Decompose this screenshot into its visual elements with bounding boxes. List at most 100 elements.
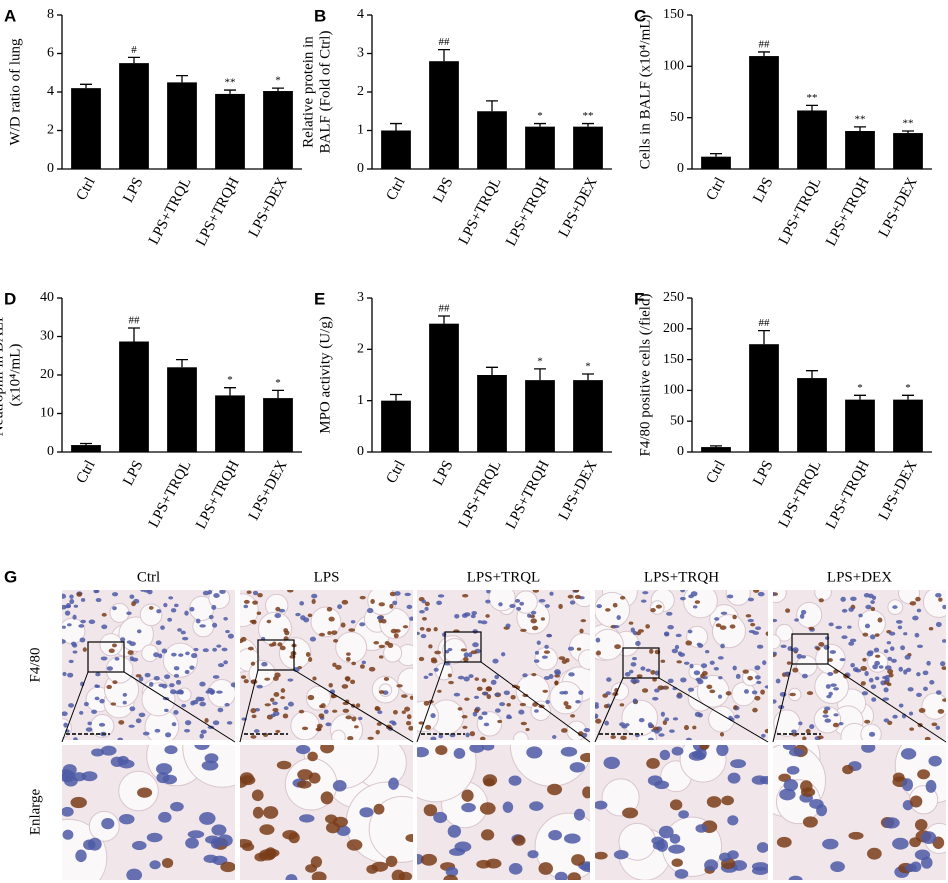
micrograph [240,745,413,880]
y-tick-label: 2 [357,342,364,357]
cell [129,594,135,599]
cell [825,636,830,640]
bar [381,400,411,452]
alveolus [162,642,198,678]
y-tick-label: 20 [40,367,54,382]
cell [660,711,666,717]
cell [689,663,694,669]
panel-letter: E [314,289,325,308]
cell [716,745,729,757]
cell [378,690,385,694]
cell [652,841,666,850]
cell [106,666,114,671]
cell [435,745,448,756]
bar [893,399,923,452]
cell [914,818,928,831]
column-label: LPS [314,569,340,585]
x-tick-label: LPS [430,458,456,488]
cell [865,604,872,610]
cell [469,731,476,737]
zoom-box [257,639,295,671]
cell [887,668,894,674]
cell [827,671,834,676]
cell [270,713,276,718]
error-bar [582,122,594,127]
cell [470,650,478,655]
cell [398,871,413,880]
cell [883,718,890,723]
error-bar [390,122,402,131]
tissue [417,590,590,740]
cell [342,708,350,713]
cell [272,707,279,712]
cell [559,691,566,695]
cell [726,594,734,599]
cell [858,613,863,618]
cell [544,604,550,608]
cell [674,644,680,650]
cell [252,600,259,605]
cell [558,603,563,610]
bar [119,63,149,169]
cell [305,651,311,658]
cell [62,604,67,610]
cell [935,690,942,695]
cell [374,706,380,711]
bar [429,323,459,452]
cell [69,599,75,605]
y-tick-label: 4 [357,7,364,22]
cell [110,702,117,706]
significance-label: ## [759,317,771,329]
y-tick-label: 1 [357,393,364,408]
error-bar [272,87,284,92]
cell [636,674,643,678]
cell [545,699,550,704]
cell [757,591,765,597]
cell [868,677,874,683]
cell [719,852,732,862]
cell [569,762,586,773]
bar [215,93,245,169]
cell [389,603,394,609]
cell [462,594,469,598]
cell [505,623,511,628]
cell [909,727,915,731]
cell [99,698,105,704]
tissue [417,745,590,880]
cell [509,604,516,608]
cell [312,676,317,681]
cell [259,824,275,835]
cell [120,637,126,642]
cell [282,713,289,719]
cell [220,861,235,873]
cell [240,775,256,786]
cell [928,755,942,767]
cell [161,648,168,654]
cell [706,684,713,690]
cell [346,839,363,851]
cell [892,714,898,719]
cell [756,680,762,685]
alveolus [773,634,781,650]
cell [747,618,754,623]
cell [480,620,488,625]
cell [307,694,315,701]
alveolus [921,692,946,720]
cell [654,670,660,676]
cell [824,706,831,711]
cell [695,824,708,833]
cell [443,874,458,880]
zoom-line [772,663,793,743]
error-bar [128,56,140,64]
cell [520,628,527,632]
cell [672,717,679,721]
cell [250,708,257,714]
cell [613,849,629,860]
cell [552,735,557,739]
cell [735,673,741,679]
cell [243,679,249,684]
cell [424,601,430,607]
cell [864,623,871,629]
cell [538,599,546,603]
cell [800,787,816,797]
